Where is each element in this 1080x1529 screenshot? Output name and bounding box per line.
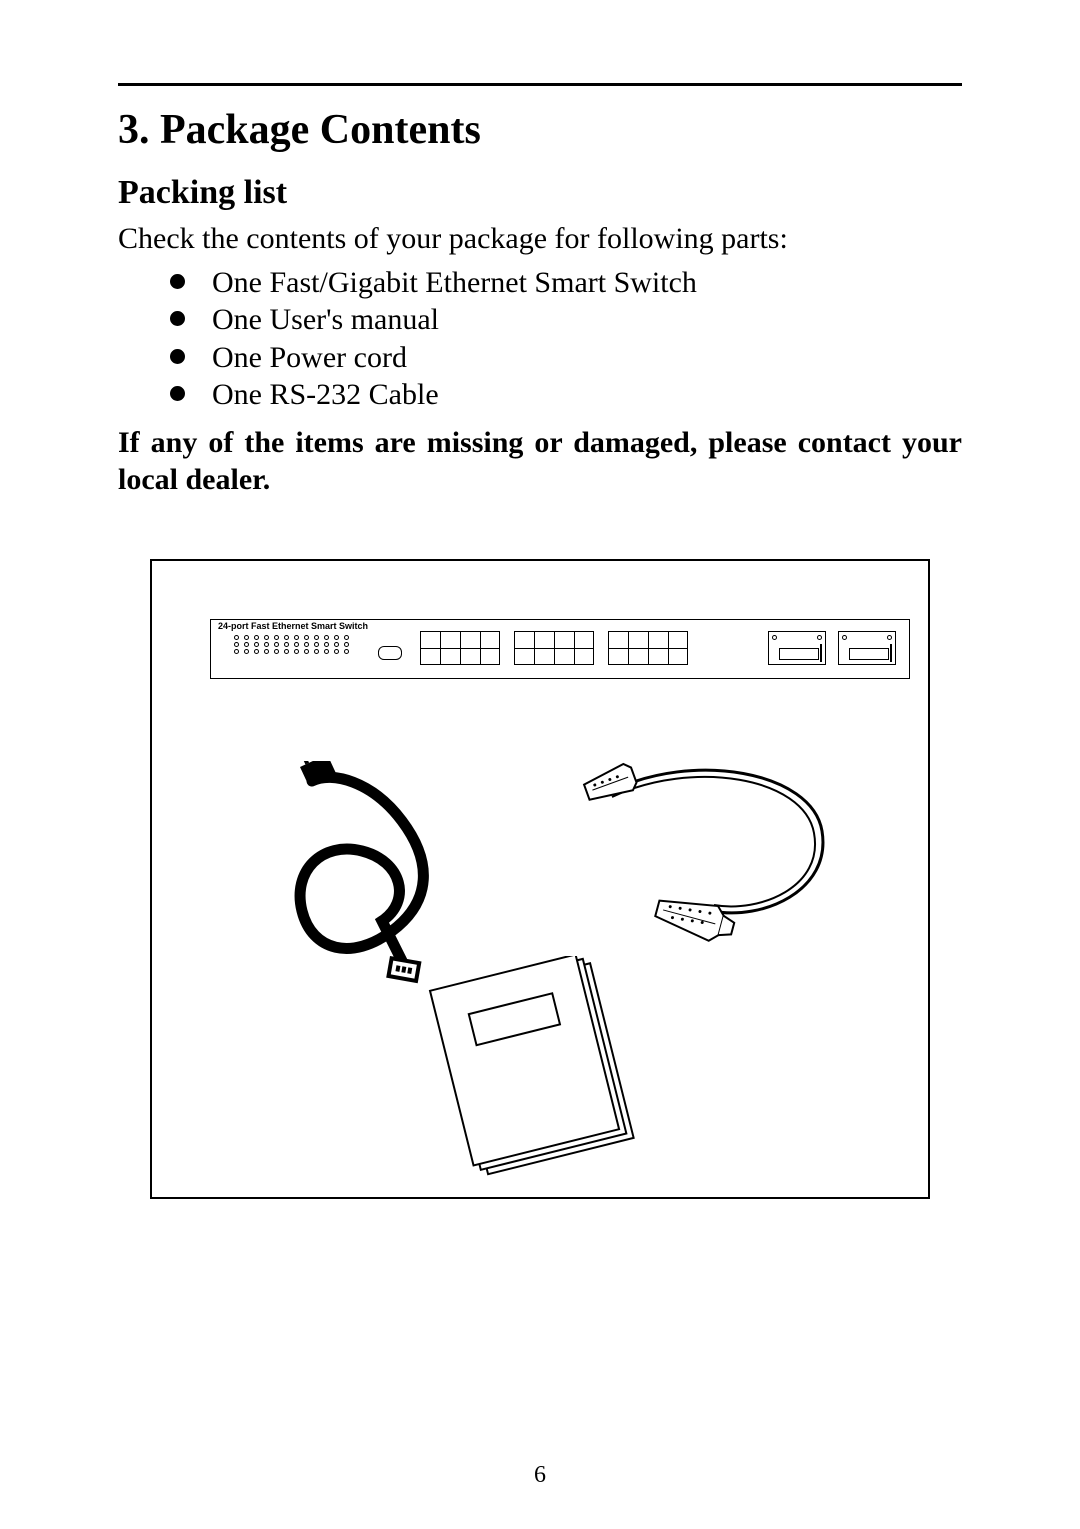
list-item: One Power cord [170,339,962,377]
section-heading: 3. Package Contents [118,106,962,154]
list-item: One Fast/Gigabit Ethernet Smart Switch [170,264,962,302]
list-item: One RS-232 Cable [170,376,962,414]
led-grid [234,635,354,656]
page-content: 3. Package Contents Packing list Check t… [118,83,962,1199]
mgmt-port-icon [378,646,402,660]
intro-text: Check the contents of your package for f… [118,220,962,258]
rs232-cable-icon [552,761,852,961]
subsection-heading: Packing list [118,174,962,212]
port-block [514,631,594,665]
manual-icon [422,956,662,1181]
page-number: 6 [0,1462,1080,1489]
top-rule [118,83,962,86]
list-item: One User's manual [170,301,962,339]
packing-list: One Fast/Gigabit Ethernet Smart Switch O… [170,264,962,414]
warning-note: If any of the items are missing or damag… [118,424,962,499]
port-block [608,631,688,665]
switch-label: 24-port Fast Ethernet Smart Switch [218,621,368,631]
package-figure: 24-port Fast Ethernet Smart Switch [150,559,930,1199]
port-blocks [420,631,688,665]
port-block [420,631,500,665]
sfp-module-icon [838,631,896,665]
sfp-module-icon [768,631,826,665]
